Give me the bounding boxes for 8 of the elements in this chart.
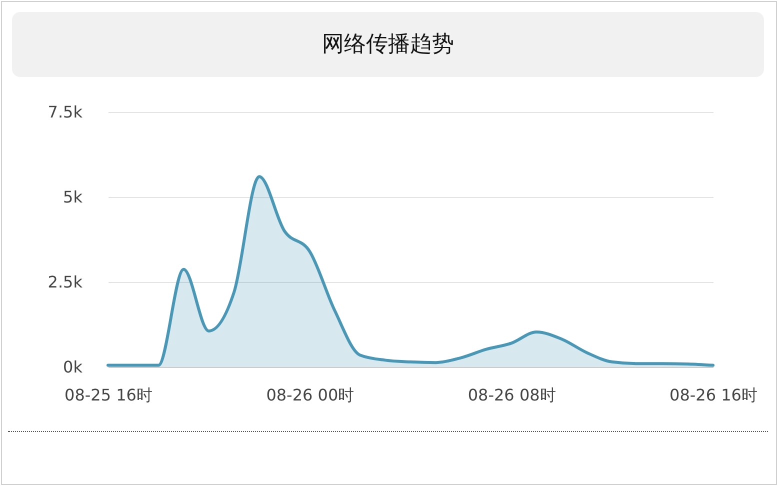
y-tick-label: 7.5k xyxy=(48,102,84,122)
x-tick-label: 08-26 00时 xyxy=(266,386,354,404)
x-tick-label: 08-26 08时 xyxy=(468,386,556,404)
y-tick-label: 5k xyxy=(63,188,84,206)
x-tick-label: 08-25 16时 xyxy=(64,386,152,404)
y-tick-label: 0k xyxy=(63,358,84,376)
y-tick-label: 2.5k xyxy=(48,272,84,292)
x-tick-label: 08-26 16时 xyxy=(670,386,758,404)
